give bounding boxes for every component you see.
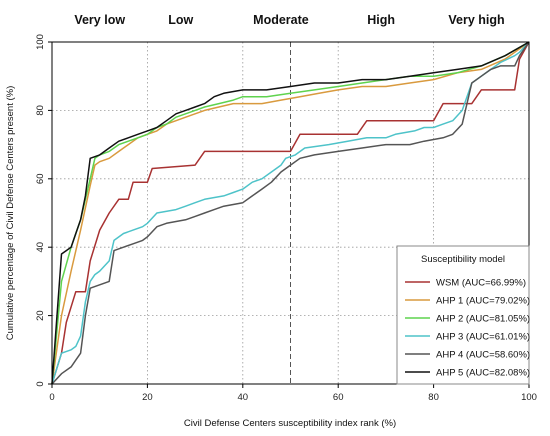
x-tick-label: 80 bbox=[428, 392, 439, 403]
y-tick-label: 80 bbox=[35, 105, 46, 116]
y-tick-label: 0 bbox=[35, 381, 46, 386]
series-line-2 bbox=[51, 41, 530, 385]
series-layer bbox=[51, 41, 530, 385]
zone-label: Moderate bbox=[253, 13, 309, 27]
x-axis-label: Civil Defense Centers susceptibility ind… bbox=[184, 418, 396, 429]
series-line-5 bbox=[51, 41, 530, 385]
x-tick-label: 60 bbox=[333, 392, 344, 403]
legend-entry: AHP 2 (AUC=81.05%) bbox=[436, 314, 530, 325]
y-tick-label: 100 bbox=[35, 34, 46, 50]
x-tick-label: 100 bbox=[521, 392, 537, 403]
zone-label: Very high bbox=[448, 13, 504, 27]
series-line-6 bbox=[51, 41, 530, 385]
zone-labels: Very low Low Moderate High Very high bbox=[74, 13, 504, 27]
legend-entry: WSM (AUC=66.99%) bbox=[436, 278, 526, 289]
zone-label: High bbox=[367, 13, 395, 27]
series-line-4 bbox=[51, 41, 530, 385]
legend-title: Susceptibility model bbox=[421, 254, 505, 265]
zone-label: Low bbox=[168, 13, 193, 27]
zone-label: Very low bbox=[74, 13, 125, 27]
legend-entry: AHP 1 (AUC=79.02%) bbox=[436, 296, 530, 307]
y-tick-label: 40 bbox=[35, 242, 46, 253]
tick-layer: 0 20 40 60 80 100 0 20 40 60 80 100 bbox=[35, 34, 537, 403]
y-axis-label: Cumulative percentage of Civil Defense C… bbox=[5, 86, 16, 341]
plot-frame bbox=[51, 41, 530, 385]
legend-entry: AHP 3 (AUC=61.01%) bbox=[436, 332, 530, 343]
x-tick-label: 40 bbox=[238, 392, 249, 403]
x-tick-label: 20 bbox=[142, 392, 153, 403]
legend-entry: AHP 4 (AUC=58.60%) bbox=[436, 350, 530, 361]
legend: Susceptibility model WSM (AUC=66.99%) AHP… bbox=[396, 245, 530, 385]
y-tick-label: 20 bbox=[35, 310, 46, 321]
legend-box bbox=[396, 245, 530, 385]
y-tick-label: 60 bbox=[35, 174, 46, 185]
legend-entry: AHP 5 (AUC=82.08%) bbox=[436, 368, 530, 379]
x-tick-label: 0 bbox=[49, 392, 54, 403]
legend-items: WSM (AUC=66.99%) AHP 1 (AUC=79.02%) AHP 2 … bbox=[405, 278, 530, 379]
